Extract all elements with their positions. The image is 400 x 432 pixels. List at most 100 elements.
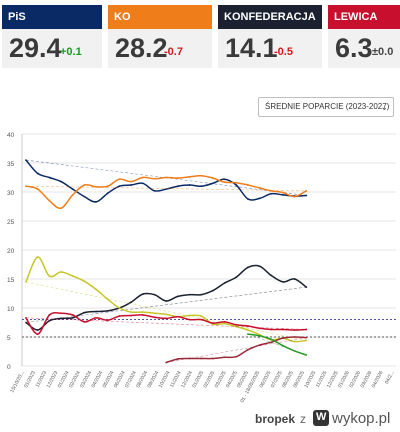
chevron-down-icon: ⌄ [380,102,388,112]
card-pis[interactable]: PiS 29.4 +0.1 [2,5,102,68]
data-point [223,356,226,359]
data-point [258,197,261,200]
y-tick-label: 5 [7,335,11,342]
trend-line [25,185,307,192]
data-point [211,289,214,292]
data-point [293,340,296,343]
data-point [293,278,296,280]
data-point [165,361,168,364]
card-value: 28.2 [115,33,168,63]
data-point [48,314,51,316]
data-point [188,176,191,178]
data-point [282,191,284,194]
data-point [258,327,261,330]
data-point [176,295,179,298]
data-point [83,184,86,186]
card-lewica[interactable]: LEWICA 6.3 ±0.0 [328,5,400,68]
data-point [258,265,261,268]
y-tick-label: 35 [7,161,15,168]
data-point [71,275,74,277]
data-point [235,355,238,358]
data-point [235,323,238,326]
data-point [282,328,284,331]
data-point [71,316,74,319]
data-point [247,184,249,186]
x-tick-label: 04/2... [384,370,396,385]
data-point [25,281,27,283]
data-point [188,314,191,317]
data-point [270,274,273,277]
data-point [60,317,62,320]
data-point [118,178,121,181]
data-point [223,181,226,184]
card-value: 29.4 [9,33,62,63]
y-tick-label: 20 [7,248,15,255]
data-point [247,325,249,327]
card-konfederacja[interactable]: KONFEDERACJA 14.1 -0.5 [218,5,322,68]
data-point [71,188,74,190]
data-point [106,192,109,195]
data-point [247,198,249,200]
card-ko[interactable]: KO 28.2 -0.7 [108,5,212,68]
data-point [211,357,214,360]
trend-line [247,333,307,356]
data-point [282,194,284,196]
data-point [293,350,296,352]
trend-line [25,317,307,330]
data-point [235,184,238,186]
data-point [188,293,191,296]
period-select[interactable]: ŚREDNIE POPARCIE (2023-2027) ⌄ [258,97,394,117]
data-point [48,176,51,179]
data-point [270,328,273,331]
data-point [305,194,308,197]
data-point [247,348,249,351]
data-point [48,275,51,277]
data-point [83,280,86,283]
data-point [200,185,203,188]
data-point [95,185,97,188]
data-point [223,322,226,325]
data-point [305,339,308,342]
series-line [25,159,307,203]
poll-chart: 051015202530354015/10/20...01/202311/202… [7,132,396,404]
data-point [25,316,27,319]
data-point [223,321,226,323]
data-point [258,334,261,337]
data-point [200,318,203,321]
data-point [188,357,191,360]
data-point [176,177,179,179]
card-party-name: PiS [2,5,102,29]
data-point [211,322,214,324]
card-change: ±0.0 [372,46,394,58]
data-point [106,310,109,312]
data-point [282,337,284,340]
y-tick-label: 10 [7,306,15,313]
data-point [282,344,284,347]
data-point [211,182,214,185]
data-point [48,199,51,202]
data-point [95,288,97,291]
data-point [106,185,109,188]
series-line [25,264,307,331]
data-point [130,180,133,183]
period-select-label: ŚREDNIE POPARCIE (2023-2027) [265,102,390,111]
card-change: -0.5 [274,46,293,58]
poll-cards: PiS 29.4 +0.1 KO 28.2 -0.7 KONFEDERACJA … [0,5,400,68]
data-point [293,336,296,338]
data-point [118,307,121,309]
data-point [223,178,226,181]
data-point [282,281,284,283]
card-party-name: KONFEDERACJA [218,5,322,29]
data-point [235,181,238,184]
data-point [165,313,168,316]
data-point [130,314,133,317]
data-point [200,315,203,318]
data-point [106,319,109,322]
data-point [270,189,273,192]
data-point [188,318,191,321]
data-point [305,354,308,356]
footer-site: wykop.pl [332,410,391,427]
data-point [305,336,308,339]
data-point [305,189,308,192]
wykop-logo-icon [313,410,329,426]
